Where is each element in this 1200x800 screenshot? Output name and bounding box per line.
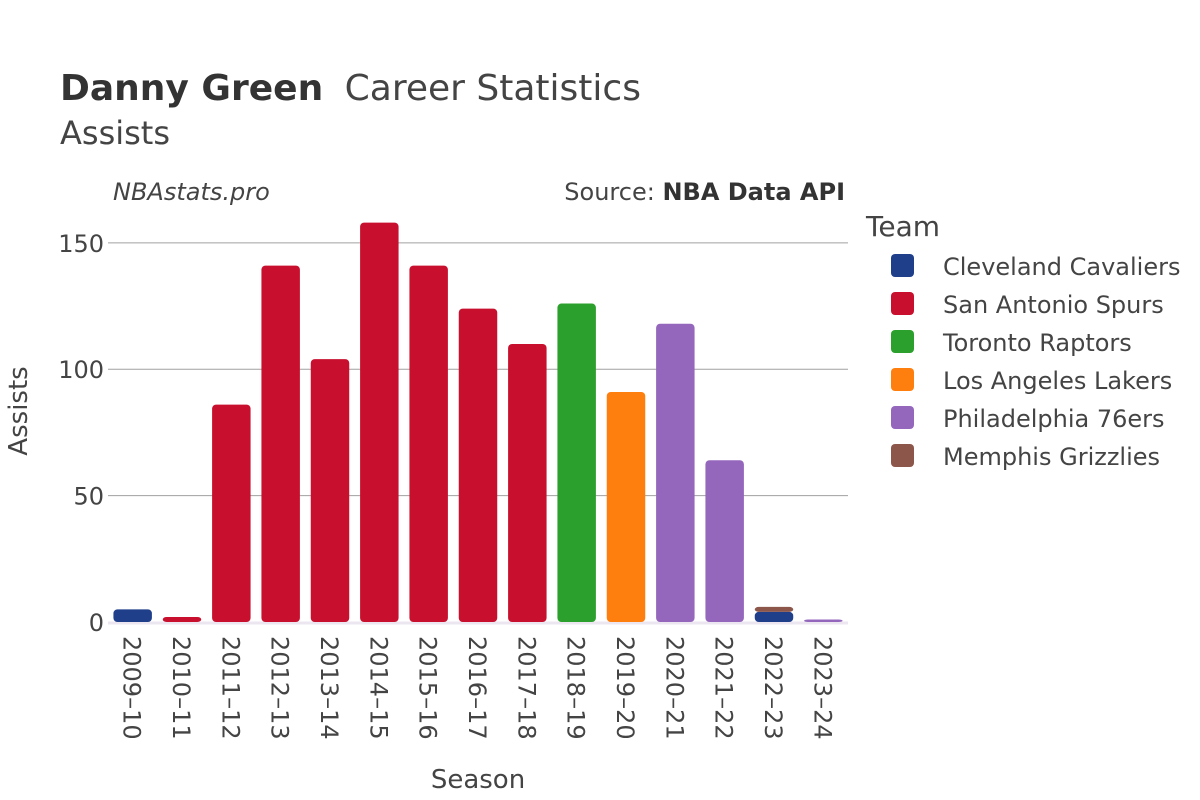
x-axis-ticks: 2009–10 2010–11 2011–12 2012–13 2013–14 2014–…: [118, 636, 837, 740]
y-tick-label: 150: [58, 230, 104, 258]
watermark: NBAstats.pro: [113, 178, 270, 206]
bar: [310, 359, 350, 622]
legend-label: San Antonio Spurs: [943, 291, 1164, 319]
x-tick-label: 2009–10: [118, 636, 146, 740]
x-tick-label: 2022–23: [759, 636, 787, 740]
x-tick-label: 2023–24: [808, 636, 836, 740]
x-tick-label: 2014–15: [364, 636, 392, 740]
legend-label: Cleveland Cavaliers: [943, 253, 1180, 281]
bar: [804, 619, 843, 622]
y-axis-ticks: 0 50 100 150: [58, 230, 104, 637]
chart-subtitle: Assists: [60, 114, 170, 152]
bar: [754, 606, 794, 612]
bar: [557, 303, 596, 622]
y-tick-label: 100: [58, 356, 104, 384]
chart-title-player: Danny Green: [60, 68, 323, 109]
bar: [606, 391, 646, 622]
x-tick-label: 2018–19: [562, 636, 590, 740]
legend-label: Philadelphia 76ers: [943, 405, 1165, 433]
x-tick-label: 2012–13: [266, 636, 294, 740]
bar: [705, 460, 744, 622]
y-tick-label: 50: [73, 483, 104, 511]
x-tick-label: 2019–20: [611, 636, 639, 740]
bar: [261, 265, 300, 622]
source-credit: Source: NBA Data API: [564, 178, 845, 206]
y-axis-title: Assists: [4, 366, 34, 455]
bar: [162, 616, 202, 622]
legend-swatch: [891, 254, 914, 277]
x-axis-title: Season: [431, 765, 525, 795]
bars: [113, 222, 843, 622]
x-tick-label: 2010–11: [167, 636, 195, 740]
legend-title: Team: [865, 210, 940, 243]
bar: [360, 222, 399, 622]
legend-swatch: [891, 368, 914, 391]
bar: [458, 308, 498, 622]
bar: [409, 265, 448, 622]
x-tick-label: 2013–14: [315, 636, 343, 740]
x-tick-label: 2020–21: [660, 636, 688, 740]
x-tick-label: 2015–16: [414, 636, 442, 740]
legend-swatch: [891, 292, 914, 315]
bar: [754, 611, 794, 622]
y-tick-label: 0: [89, 609, 104, 637]
bar: [212, 404, 251, 622]
chart-title: Danny Green Career Statistics: [60, 68, 641, 109]
source-prefix: Source:: [564, 178, 662, 206]
chart-title-rest: Career Statistics: [345, 68, 641, 109]
source-name: NBA Data API: [662, 178, 845, 206]
legend-label: Toronto Raptors: [942, 329, 1132, 357]
legend-label: Memphis Grizzlies: [943, 443, 1160, 471]
x-tick-label: 2016–17: [463, 636, 491, 740]
legend-swatch: [891, 330, 914, 353]
bar: [508, 343, 547, 622]
legend-items: Cleveland Cavaliers San Antonio Spurs Toro…: [891, 253, 1180, 471]
x-tick-label: 2017–18: [512, 636, 540, 740]
bar: [113, 609, 152, 622]
legend-label: Los Angeles Lakers: [943, 367, 1172, 395]
x-tick-label: 2011–12: [216, 636, 244, 740]
x-tick-label: 2021–22: [710, 636, 738, 740]
bar: [656, 323, 695, 622]
legend: Team Cleveland Cavaliers San Antonio Spur…: [865, 210, 1180, 471]
legend-swatch: [891, 444, 914, 467]
legend-swatch: [891, 406, 914, 429]
